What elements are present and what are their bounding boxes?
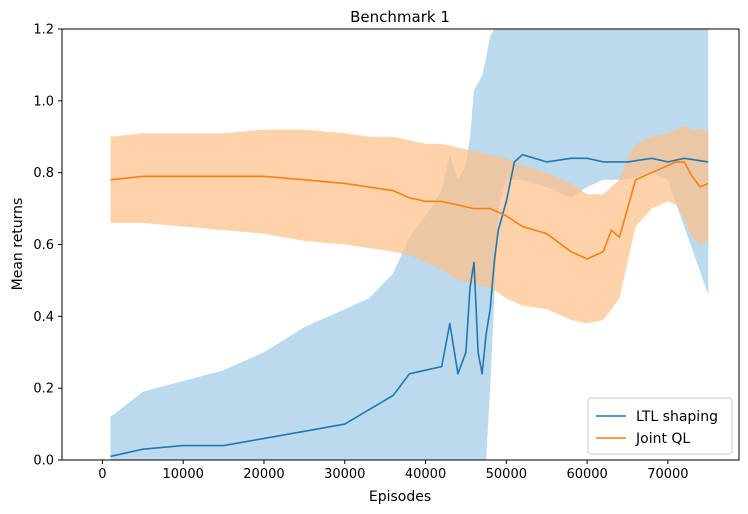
x-tick-label: 0: [98, 467, 106, 482]
y-tick-label: 1.2: [33, 23, 54, 38]
y-tick-label: 0.0: [33, 454, 54, 469]
legend-label-joint-ql: Joint QL: [635, 431, 690, 447]
series-lines: [110, 153, 709, 458]
x-tick-label: 40000: [405, 467, 446, 482]
confidence-bands: [110, 29, 709, 460]
legend-box: [587, 397, 733, 455]
x-tick-label: 20000: [243, 467, 284, 482]
x-tick-label: 30000: [324, 467, 365, 482]
y-axis-ticks: 0.0 0.2 0.4 0.6 0.8 1.0 1.2: [33, 23, 62, 469]
x-axis-ticks: 0 10000 20000 30000 40000 50000 60000 70000: [98, 460, 689, 482]
x-tick-label: 10000: [163, 467, 204, 482]
x-tick-label: 60000: [566, 467, 607, 482]
y-tick-label: 0.8: [33, 166, 54, 181]
y-tick-label: 0.2: [33, 382, 54, 397]
x-axis-label: Episodes: [369, 489, 431, 505]
y-tick-label: 0.4: [33, 310, 54, 325]
confidence-band-joint-ql: [110, 126, 709, 324]
y-tick-label: 0.6: [33, 238, 54, 253]
y-tick-label: 1.0: [33, 94, 54, 109]
legend-label-ltl-shaping: LTL shaping: [636, 409, 718, 425]
x-tick-label: 70000: [647, 467, 688, 482]
chart-title: Benchmark 1: [350, 8, 450, 26]
x-tick-label: 50000: [486, 467, 527, 482]
legend: LTL shaping Joint QL: [587, 397, 733, 455]
series-line-ltl-shaping: [110, 153, 709, 458]
y-axis-label: Mean returns: [10, 198, 26, 291]
series-line-joint-ql: [110, 161, 709, 260]
